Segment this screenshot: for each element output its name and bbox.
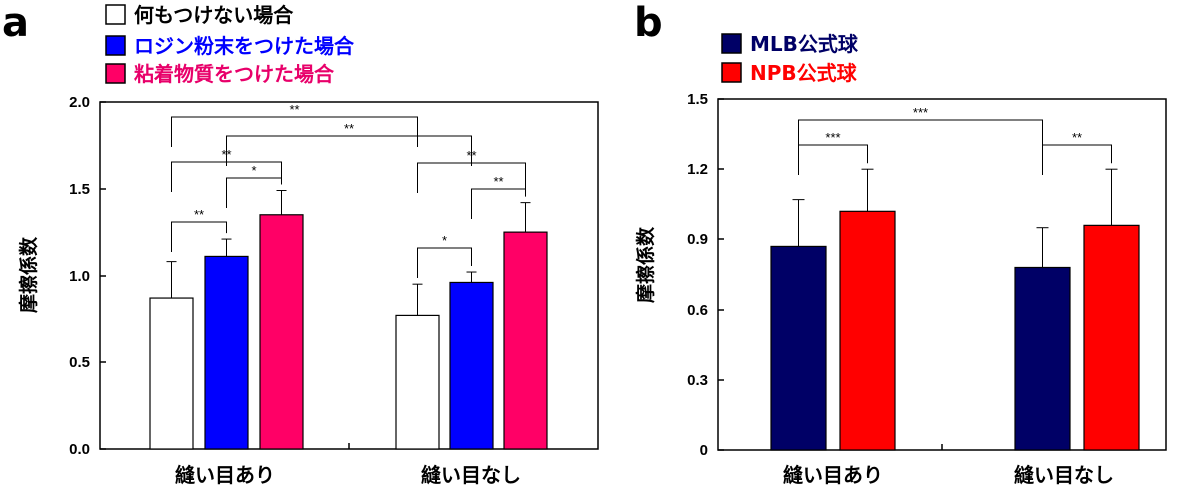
y-tick-label: 0.9 bbox=[687, 231, 708, 248]
x-category-label: 縫い目なし bbox=[421, 463, 521, 487]
sig-bracket bbox=[798, 144, 868, 175]
error-bars-b bbox=[792, 168, 1118, 268]
y-tick-label: 2.0 bbox=[69, 94, 90, 111]
legend-swatch-npb bbox=[721, 62, 742, 83]
bar-seam-sticky bbox=[259, 214, 304, 450]
y-tick-label: 1.5 bbox=[687, 91, 708, 108]
legend-label-npb: NPB公式球 bbox=[750, 61, 858, 85]
y-tick-label: 0 bbox=[700, 442, 708, 459]
legend-label-mlb: MLB公式球 bbox=[750, 32, 859, 56]
bar-noseam-none bbox=[395, 314, 440, 450]
sig-label: * bbox=[442, 233, 447, 248]
y-axis-b: 0 0.3 0.6 0.9 1.2 1.5 bbox=[687, 91, 724, 459]
y-tick-label: 0.5 bbox=[69, 354, 90, 371]
bar-seam-npb bbox=[839, 210, 896, 451]
sig-label: *** bbox=[825, 130, 840, 145]
bars-b bbox=[770, 210, 1140, 451]
y-tick-label: 0.6 bbox=[687, 302, 708, 319]
panel-b: b MLB公式球 NPB公式球 0 0.3 0.6 0.9 1.2 1.5 摩擦… bbox=[634, 0, 1167, 487]
y-tick-label: 1.5 bbox=[69, 181, 90, 198]
sig-bracket bbox=[171, 116, 418, 147]
legend-swatch-sticky bbox=[105, 63, 126, 84]
legend-a: 何もつけない場合 ロジン粉末をつけた場合 粘着物質をつけた場合 bbox=[105, 3, 355, 86]
bar-seam-rosin bbox=[204, 255, 249, 450]
sig-label: * bbox=[251, 163, 256, 178]
sig-label: ** bbox=[289, 102, 299, 117]
sig-bracket bbox=[226, 135, 472, 166]
sig-label: ** bbox=[344, 121, 354, 136]
y-axis-a: 0.0 0.5 1.0 1.5 2.0 bbox=[69, 94, 106, 458]
sig-bracket bbox=[417, 247, 472, 278]
significance-brackets-a: ** * ** * ** ** ** ** bbox=[171, 102, 526, 278]
y-tick-label: 1.2 bbox=[687, 161, 708, 178]
bar-seam-mlb bbox=[770, 245, 827, 451]
bar-noseam-rosin bbox=[449, 281, 494, 450]
sig-bracket bbox=[171, 221, 227, 252]
y-axis-label-a: 摩擦係数 bbox=[17, 236, 40, 313]
bar-noseam-sticky bbox=[503, 231, 548, 450]
x-category-label: 縫い目あり bbox=[783, 463, 883, 487]
sig-label: ** bbox=[1072, 130, 1082, 145]
bars-a bbox=[149, 214, 548, 450]
sig-label: *** bbox=[913, 105, 928, 120]
error-bars-a bbox=[166, 189, 531, 316]
sig-bracket bbox=[471, 188, 526, 219]
x-category-label: 縫い目なし bbox=[1014, 463, 1114, 487]
legend-label-rosin: ロジン粉末をつけた場合 bbox=[134, 34, 355, 58]
bar-noseam-npb bbox=[1083, 224, 1140, 451]
y-tick-label: 1.0 bbox=[69, 268, 90, 285]
y-tick-label: 0.0 bbox=[69, 441, 90, 458]
y-axis-label-b: 摩擦係数 bbox=[634, 226, 657, 303]
x-category-label: 縫い目あり bbox=[175, 463, 275, 487]
legend-b: MLB公式球 NPB公式球 bbox=[721, 32, 859, 85]
significance-brackets-b: *** ** *** bbox=[798, 105, 1112, 175]
legend-label-none: 何もつけない場合 bbox=[134, 3, 294, 27]
sig-bracket bbox=[1042, 144, 1112, 175]
y-tick-label: 0.3 bbox=[687, 372, 708, 389]
panel-b-letter: b bbox=[634, 0, 663, 46]
legend-label-sticky: 粘着物質をつけた場合 bbox=[134, 62, 335, 86]
sig-bracket bbox=[226, 177, 282, 208]
panel-a: a 何もつけない場合 ロジン粉末をつけた場合 粘着物質をつけた場合 0.0 0.… bbox=[2, 0, 599, 487]
legend-swatch-mlb bbox=[721, 33, 742, 54]
panel-a-letter: a bbox=[2, 0, 29, 46]
bar-noseam-mlb bbox=[1014, 266, 1071, 451]
bar-seam-none bbox=[149, 297, 194, 450]
legend-swatch-rosin bbox=[105, 35, 126, 56]
sig-bracket bbox=[798, 119, 1043, 150]
legend-swatch-none bbox=[105, 4, 126, 25]
sig-label: ** bbox=[194, 207, 204, 222]
sig-label: ** bbox=[493, 174, 503, 189]
